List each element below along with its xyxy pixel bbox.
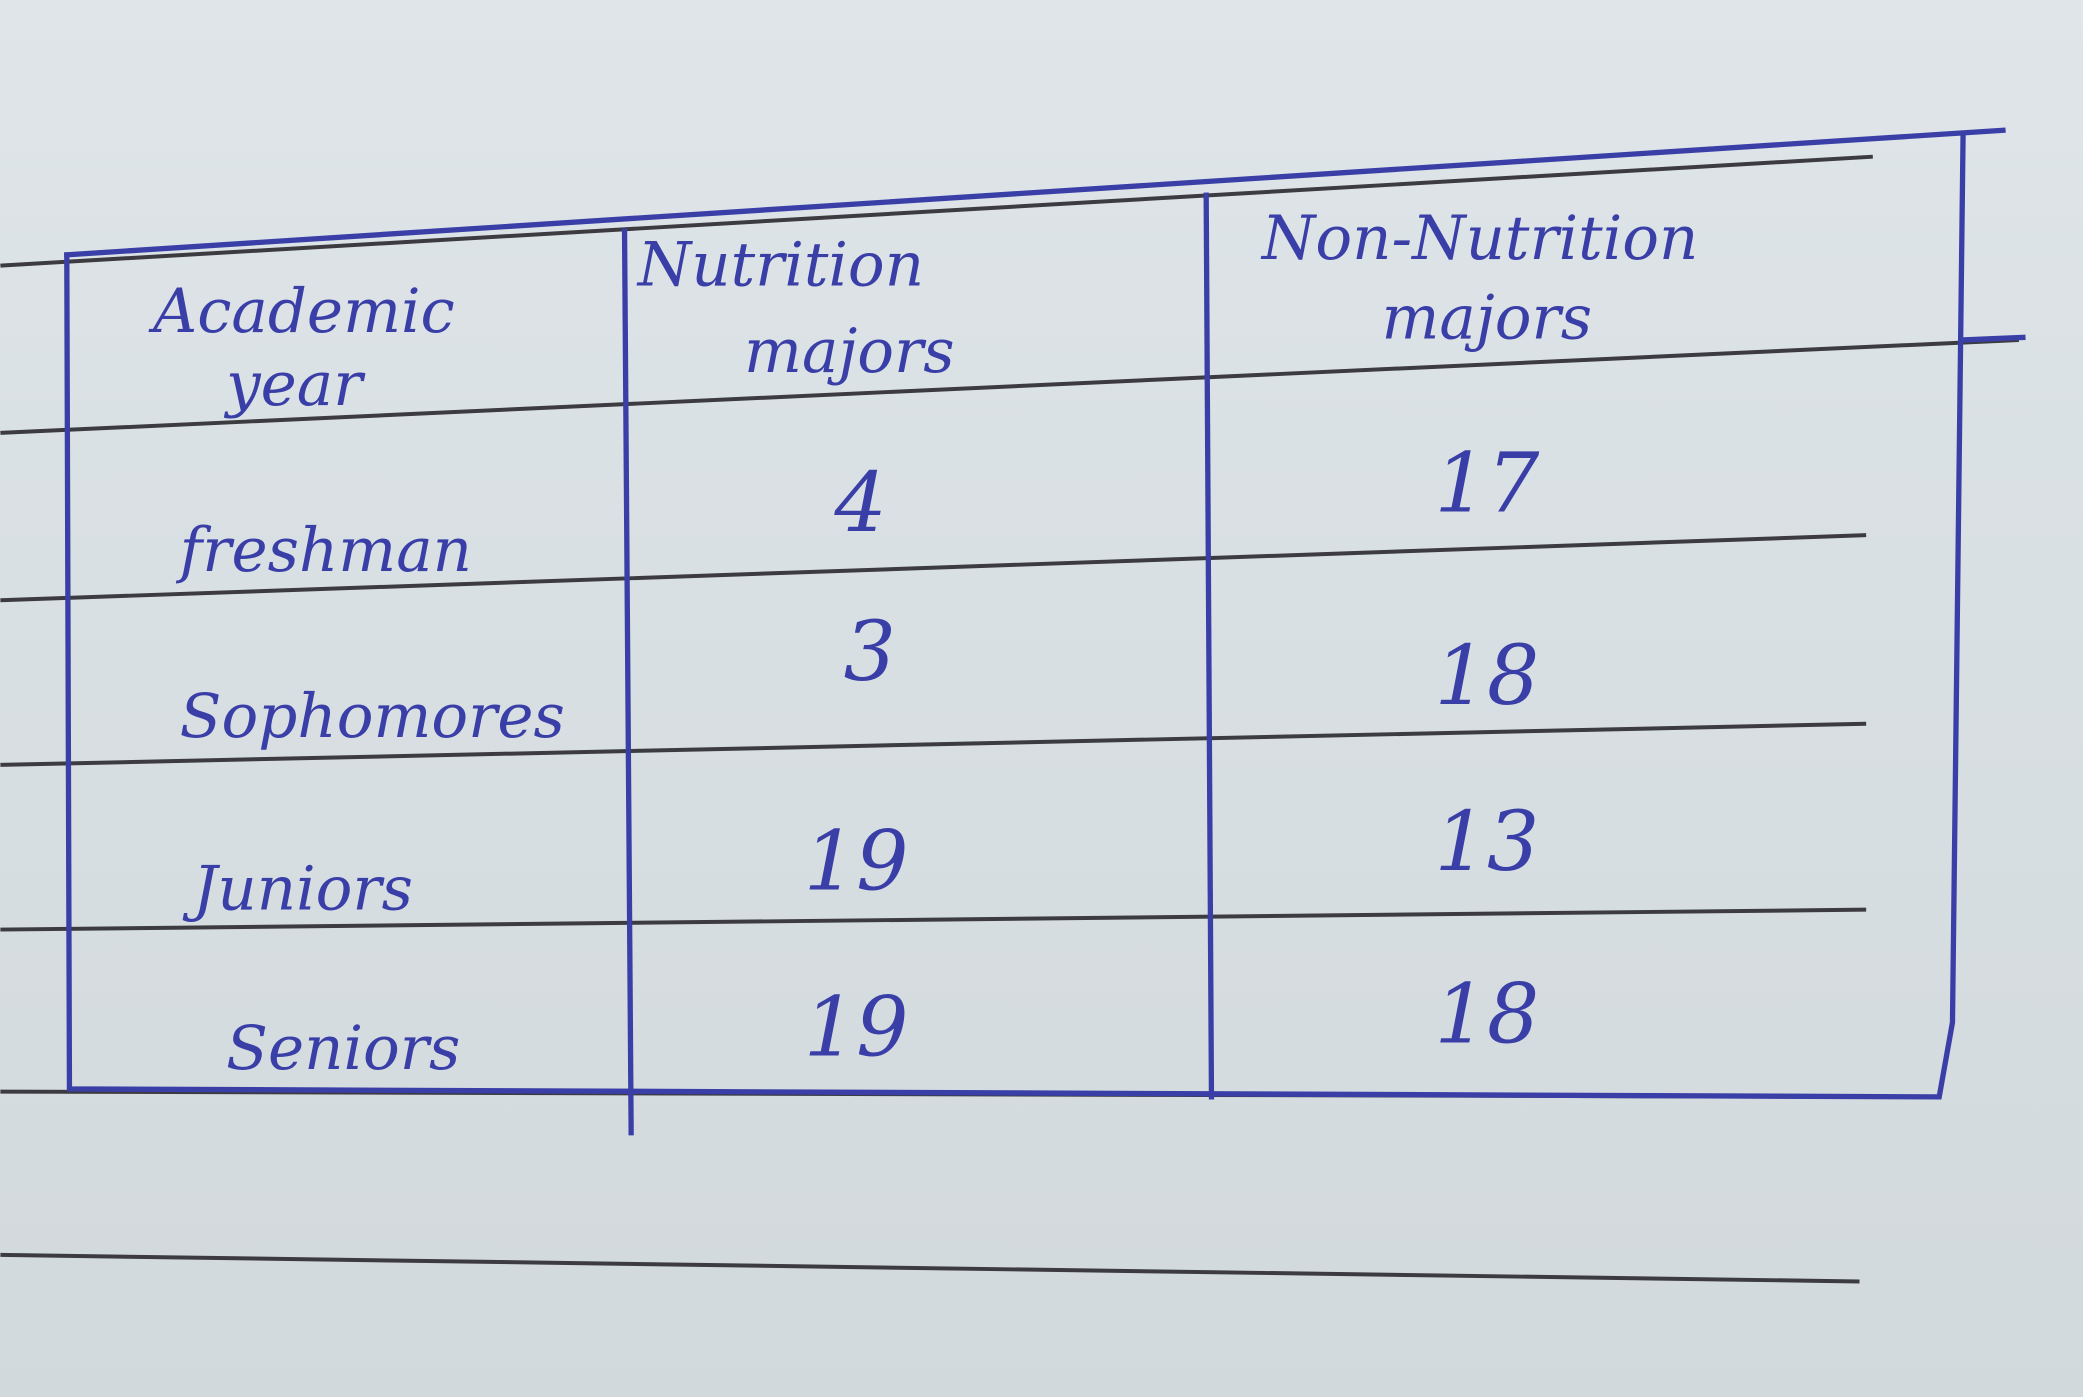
cell-non-nutrition: 13	[1435, 795, 1540, 890]
ruled-line	[0, 721, 1867, 767]
table-row: Juniors 19 13	[182, 795, 1539, 925]
table-top-border	[63, 127, 2006, 258]
cell-year: freshman	[176, 515, 472, 586]
header-academic-line1: Academic	[148, 276, 455, 347]
ruled-line	[0, 533, 1867, 603]
cell-year: Sophomores	[180, 681, 565, 752]
table-header: Academic year Nutrition majors Non-Nutri…	[148, 203, 1698, 420]
ruled-line	[0, 907, 1867, 932]
ruled-line	[0, 154, 1873, 268]
cell-nutrition: 3	[844, 605, 896, 700]
header-non-nutrition-line2: majors	[1381, 283, 1592, 354]
ruled-line	[0, 1252, 1860, 1284]
table-row: Seniors 19 18	[226, 967, 1539, 1084]
table-row: freshman 4 17	[176, 436, 1540, 586]
cell-non-nutrition: 18	[1435, 967, 1540, 1062]
cell-non-nutrition: 18	[1435, 629, 1540, 724]
table-row: Sophomores 3 18	[180, 605, 1540, 752]
cell-year: Seniors	[226, 1013, 460, 1084]
cell-nutrition: 19	[804, 981, 909, 1076]
ruled-line	[0, 337, 2019, 435]
header-academic-line2: year	[223, 349, 366, 420]
header-nutrition-line1: Nutrition	[636, 230, 924, 301]
header-nutrition-line2: majors	[744, 316, 955, 387]
column-divider	[1203, 192, 1215, 1100]
cell-nutrition: 4	[833, 456, 886, 551]
cell-nutrition: 19	[804, 815, 909, 910]
cell-non-nutrition: 17	[1435, 436, 1540, 531]
table-outer-border	[64, 132, 1966, 1100]
column-divider	[621, 228, 634, 1136]
header-non-nutrition-line1: Non-Nutrition	[1260, 203, 1698, 274]
cell-year: Juniors	[182, 854, 413, 925]
header-divider-tick	[1962, 334, 2026, 343]
table-borders	[63, 127, 2026, 1136]
